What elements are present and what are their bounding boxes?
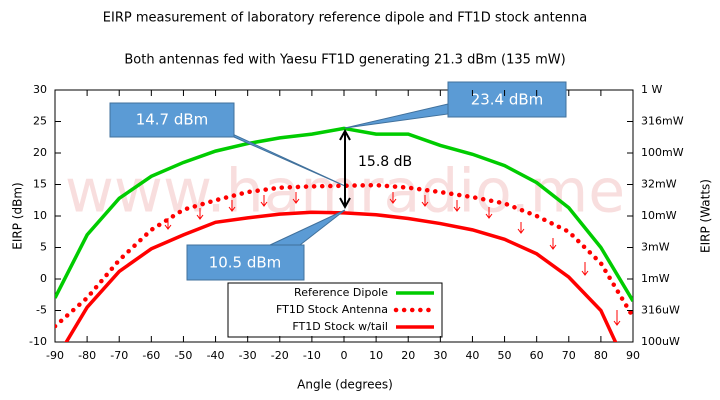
callout-text: 14.7 dBm bbox=[136, 111, 209, 129]
chart-subtitle: Both antennas fed with Yaesu FT1D genera… bbox=[124, 53, 565, 68]
x-tick-label: 30 bbox=[433, 349, 447, 362]
y2-tick-label: 1 W bbox=[641, 83, 662, 96]
x-tick-label: -50 bbox=[174, 349, 192, 362]
x-tick-label: -90 bbox=[46, 349, 64, 362]
x-tick-label: -70 bbox=[110, 349, 128, 362]
x-tick-label: 60 bbox=[530, 349, 544, 362]
legend: Reference Dipole FT1D Stock Antenna FT1D S… bbox=[276, 286, 437, 333]
callout-pointer bbox=[344, 103, 449, 129]
y2-tick-label: 100mW bbox=[641, 146, 684, 159]
y-tick-label: 10 bbox=[33, 209, 47, 222]
x-tick-label: 90 bbox=[626, 349, 640, 362]
x-tick-label: -80 bbox=[78, 349, 96, 362]
y-tick-label: 25 bbox=[33, 115, 47, 128]
plot-area bbox=[55, 126, 633, 342]
legend-label: Reference Dipole bbox=[294, 286, 388, 299]
y2-tick-label: 1mW bbox=[641, 272, 670, 285]
y2-tick-label: 32mW bbox=[641, 178, 677, 191]
x-tick-label: 70 bbox=[562, 349, 576, 362]
callouts: 23.4 dBm 14.7 dBm 10.5 dBm 15.8 dB bbox=[109, 81, 567, 281]
legend-label: FT1D Stock w/tail bbox=[292, 320, 388, 333]
callout-box bbox=[186, 244, 305, 281]
x-tick-label: 80 bbox=[594, 349, 608, 362]
y-tick-label: 30 bbox=[33, 83, 47, 96]
y-tick-label: 20 bbox=[33, 146, 47, 159]
difference-label: 15.8 dB bbox=[358, 154, 412, 170]
y-axis-label: EIRP (dBm) bbox=[11, 182, 25, 249]
y-tick-label: 0 bbox=[40, 272, 47, 285]
callout-box bbox=[109, 102, 235, 138]
y2-axis-label: EIRP (Watts) bbox=[699, 179, 713, 253]
x-tick-label: 40 bbox=[465, 349, 479, 362]
x-tick-label: 20 bbox=[401, 349, 415, 362]
x-tick-label: -30 bbox=[239, 349, 257, 362]
y-tick-label: 15 bbox=[33, 178, 47, 191]
y2-tick-label: 10mW bbox=[641, 209, 677, 222]
y-tick-label: -10 bbox=[29, 335, 47, 348]
drop-arrows bbox=[164, 192, 621, 326]
y2-tick-label: 316mW bbox=[641, 115, 684, 128]
y-tick-label: 5 bbox=[40, 241, 47, 254]
y-tick-label: -5 bbox=[36, 304, 47, 317]
x-tick-label: -40 bbox=[207, 349, 225, 362]
y2-tick-label: 3mW bbox=[641, 241, 670, 254]
y2-tick-label: 316uW bbox=[641, 304, 680, 317]
y2-tick-label: 100uW bbox=[641, 335, 680, 348]
x-tick-label: 0 bbox=[341, 349, 348, 362]
x-tick-label: 10 bbox=[369, 349, 383, 362]
series-line bbox=[55, 182, 633, 329]
x-tick-label: -60 bbox=[142, 349, 160, 362]
legend-label: FT1D Stock Antenna bbox=[276, 303, 388, 316]
x-tick-label: 50 bbox=[498, 349, 512, 362]
x-tick-label: -20 bbox=[271, 349, 289, 362]
x-tick-label: -10 bbox=[303, 349, 321, 362]
chart-title: EIRP measurement of laboratory reference… bbox=[103, 11, 587, 26]
series-line bbox=[55, 126, 633, 302]
series-line bbox=[64, 210, 618, 342]
callout-box bbox=[447, 81, 567, 118]
callout-text: 23.4 dBm bbox=[471, 91, 544, 109]
difference-arrow bbox=[339, 128, 351, 210]
x-axis-label: Angle (degrees) bbox=[297, 378, 393, 392]
callout-text: 10.5 dBm bbox=[209, 254, 282, 272]
